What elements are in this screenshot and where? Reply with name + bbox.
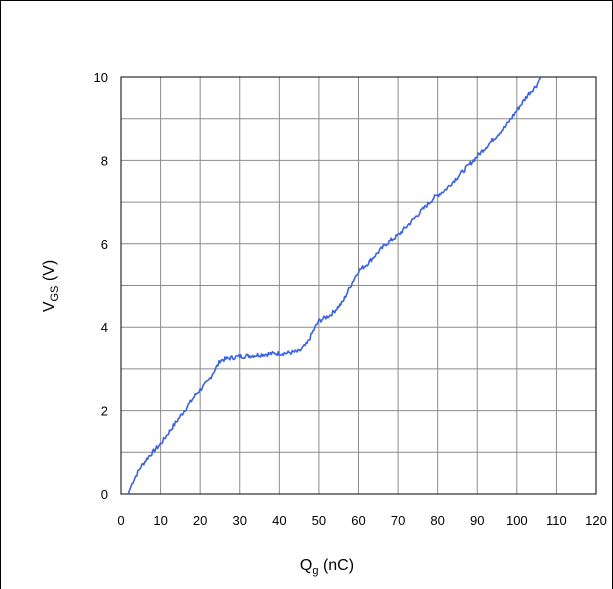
- x-tick-label: 20: [193, 513, 207, 528]
- y-tick-label: 2: [101, 404, 108, 419]
- y-tick-label: 4: [101, 320, 108, 335]
- y-axis-label: VGS (V): [41, 260, 61, 312]
- x-tick-label: 70: [391, 513, 405, 528]
- vgs-curve: [127, 76, 542, 495]
- x-tick-label: 60: [351, 513, 365, 528]
- x-tick-label: 10: [153, 513, 167, 528]
- y-tick-label: 6: [101, 237, 108, 252]
- x-tick-label: 30: [233, 513, 247, 528]
- x-tick-label: 100: [506, 513, 528, 528]
- x-tick-label: 110: [546, 513, 567, 528]
- y-tick-label: 0: [101, 487, 108, 502]
- grid: [120, 76, 597, 495]
- x-tick-labels: 0 10 20 30 40 50 60 70 80 90 100 110 120: [117, 513, 606, 528]
- plot-area: [120, 76, 597, 495]
- x-tick-label: 90: [470, 513, 484, 528]
- x-tick-label: 50: [312, 513, 326, 528]
- y-tick-label: 10: [94, 70, 108, 85]
- y-tick-labels: 0 2 4 6 8 10: [94, 70, 108, 502]
- x-tick-label: 80: [430, 513, 444, 528]
- y-tick-label: 8: [101, 153, 108, 168]
- x-tick-label: 40: [272, 513, 286, 528]
- x-tick-label: 120: [585, 513, 607, 528]
- x-tick-label: 0: [117, 513, 124, 528]
- x-axis-label: Qg (nC): [300, 557, 354, 577]
